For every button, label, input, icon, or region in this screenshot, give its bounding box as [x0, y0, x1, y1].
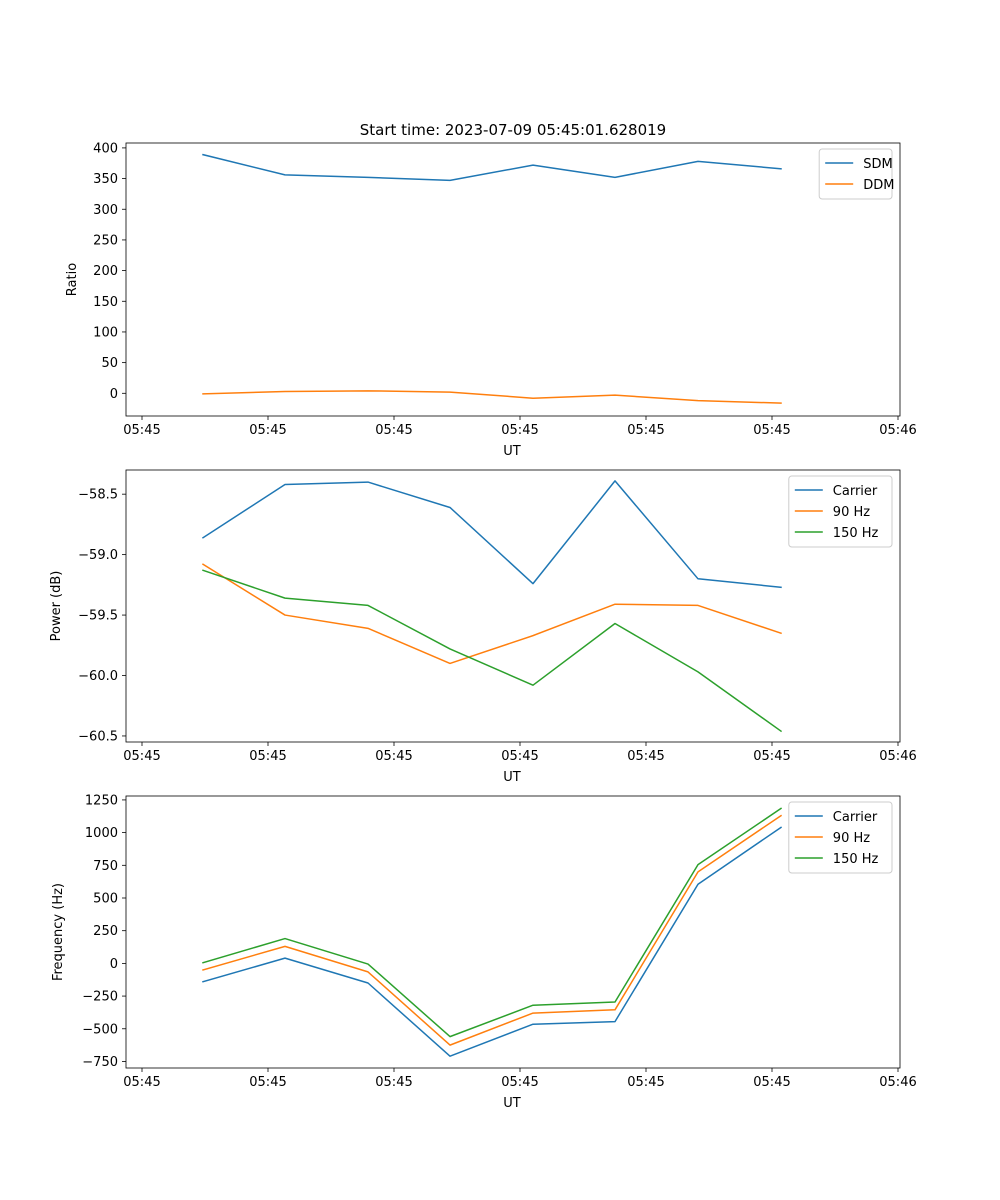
axes-frame — [125, 469, 901, 743]
plots-container: 05:45 05:45 05:45 05:45 05:45 05:45 05:46 0 50 10… — [49, 141, 917, 1111]
x-tick-label: 05:45 — [753, 423, 790, 438]
x-tick-label: 05:45 — [375, 423, 412, 438]
x-tick-label: 05:45 — [249, 749, 286, 764]
chart-panel-1: 05:45 05:45 05:45 05:45 05:45 05:45 05:46 0 50 10… — [65, 141, 917, 459]
legend: Carrier 90 Hz 150 Hz — [788, 801, 893, 874]
x-tick-label: 05:45 — [249, 1075, 286, 1090]
x-axis-label: UT — [503, 444, 521, 459]
y-axis-label: Ratio — [65, 263, 80, 296]
y-tick-label: 250 — [93, 924, 118, 939]
x-tick-label: 05:45 — [501, 1075, 538, 1090]
y-tick-label: −500 — [82, 1022, 118, 1037]
x-axis-label: UT — [503, 770, 521, 785]
x-tick-label: 05:45 — [627, 423, 664, 438]
chart-panel-3: 05:45 05:45 05:45 05:45 05:45 05:45 05:46 −750 −… — [51, 793, 917, 1111]
x-tick-label: 05:45 — [501, 749, 538, 764]
y-tick-label: 1250 — [85, 793, 118, 808]
series-line-carrier — [202, 826, 783, 1057]
legend-label: 150 Hz — [833, 526, 879, 541]
x-tick-label: 05:45 — [501, 423, 538, 438]
x-tick-label: 05:46 — [879, 423, 916, 438]
axes-frame — [125, 142, 901, 417]
series-line-90-hz — [202, 814, 783, 1046]
series-line-ddm — [202, 390, 782, 404]
y-tick-label: 50 — [101, 356, 118, 371]
figure-title: Start time: 2023-07-09 05:45:01.628019 — [360, 121, 666, 139]
legend-label: 150 Hz — [833, 852, 879, 867]
legend-box — [788, 475, 893, 548]
x-tick-label: 05:46 — [879, 749, 916, 764]
legend-label: Carrier — [833, 484, 878, 499]
x-tick-label: 05:45 — [123, 749, 160, 764]
series-line-150-hz — [202, 807, 783, 1038]
y-tick-label: 250 — [93, 233, 118, 248]
legend-label: SDM — [863, 157, 892, 172]
y-tick-label: 400 — [93, 141, 118, 156]
y-tick-label: −59.0 — [78, 548, 118, 563]
y-tick-label: −60.5 — [78, 729, 118, 744]
chart-panel-2: 05:45 05:45 05:45 05:45 05:45 05:45 05:46 −60.5… — [49, 469, 917, 785]
y-tick-label: 0 — [110, 957, 118, 972]
y-axis-label: Frequency (Hz) — [51, 883, 66, 981]
x-tick-label: 05:45 — [123, 1075, 160, 1090]
y-tick-label: 500 — [93, 892, 118, 907]
y-tick-label: −750 — [82, 1055, 118, 1070]
y-tick-label: −59.5 — [78, 609, 118, 624]
y-tick-label: 100 — [93, 325, 118, 340]
series-line-carrier — [201, 480, 782, 589]
y-tick-label: 300 — [93, 203, 118, 218]
x-tick-label: 05:46 — [879, 1075, 916, 1090]
legend: Carrier 90 Hz 150 Hz — [788, 475, 893, 548]
legend-label: Carrier — [833, 810, 878, 825]
axes-frame — [125, 795, 901, 1069]
x-tick-label: 05:45 — [123, 423, 160, 438]
x-tick-label: 05:45 — [627, 749, 664, 764]
y-tick-label: 350 — [93, 172, 118, 187]
y-tick-label: 150 — [93, 295, 118, 310]
legend-label: DDM — [863, 178, 894, 193]
series-line-150-hz — [202, 569, 783, 733]
legend-box — [818, 148, 893, 200]
x-tick-label: 05:45 — [375, 1075, 412, 1090]
x-tick-label: 05:45 — [627, 1075, 664, 1090]
y-tick-label: −58.5 — [78, 488, 118, 503]
x-tick-label: 05:45 — [375, 749, 412, 764]
x-tick-label: 05:45 — [753, 1075, 790, 1090]
legend-label: 90 Hz — [833, 505, 870, 520]
y-tick-label: 200 — [93, 264, 118, 279]
series-line-sdm — [202, 153, 782, 182]
x-tick-label: 05:45 — [753, 749, 790, 764]
y-tick-label: 750 — [93, 859, 118, 874]
y-axis-label: Power (dB) — [49, 571, 64, 642]
x-tick-label: 05:45 — [249, 423, 286, 438]
y-tick-label: 1000 — [85, 826, 118, 841]
y-tick-label: −250 — [82, 990, 118, 1005]
legend-label: 90 Hz — [833, 831, 870, 846]
y-tick-label: −60.0 — [78, 669, 118, 684]
legend-box — [788, 801, 893, 874]
legend: SDM DDM — [818, 148, 894, 200]
x-axis-label: UT — [503, 1096, 521, 1111]
y-tick-label: 0 — [110, 387, 118, 402]
series-line-90-hz — [201, 563, 782, 665]
